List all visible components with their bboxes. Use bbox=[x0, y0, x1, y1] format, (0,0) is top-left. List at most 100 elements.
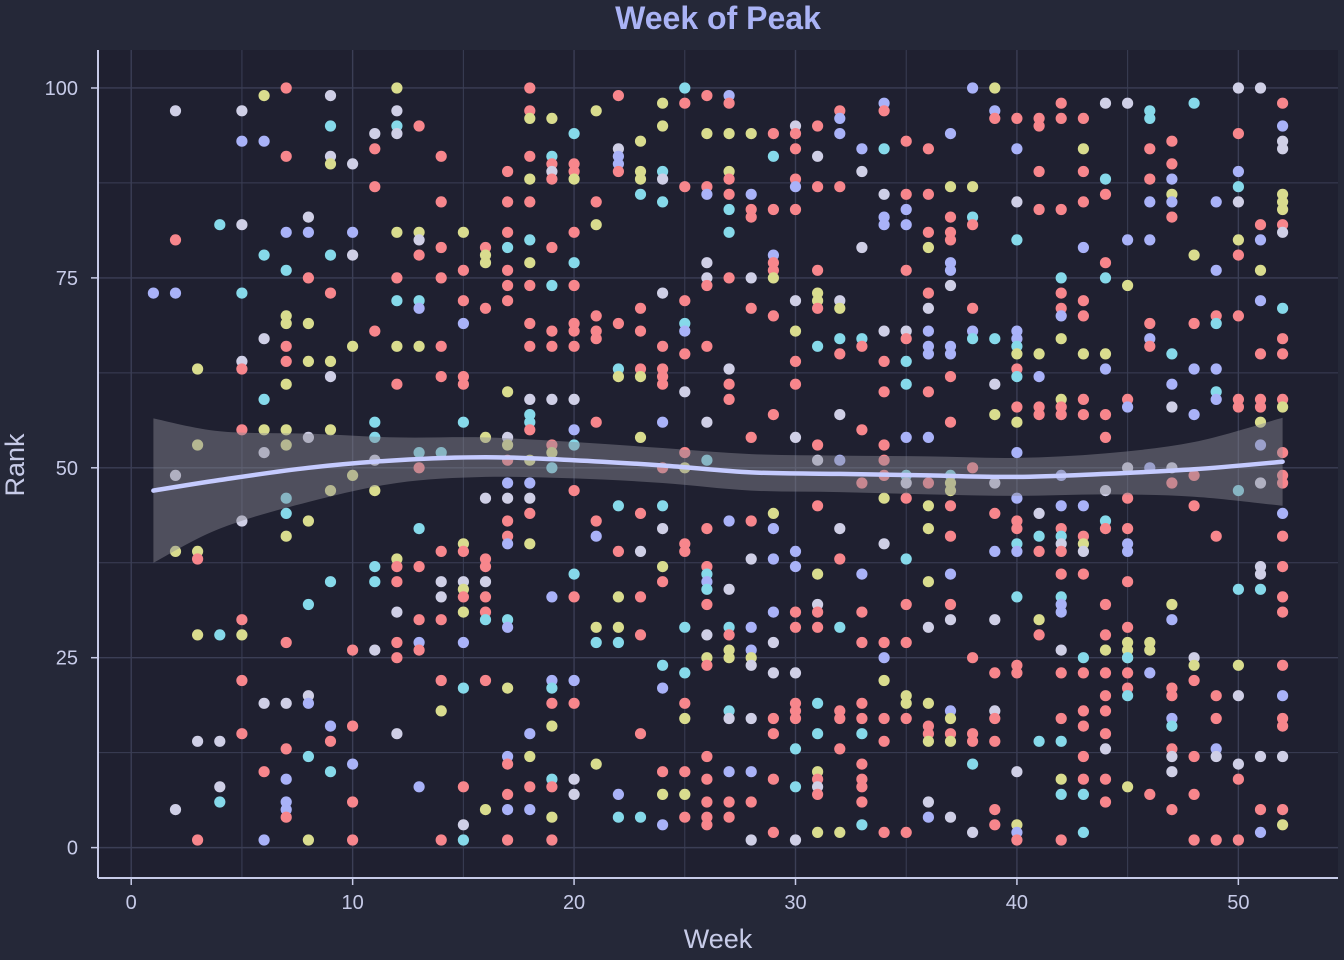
data-point bbox=[1077, 545, 1089, 558]
data-point bbox=[900, 826, 912, 839]
data-point bbox=[1055, 97, 1067, 109]
data-point bbox=[767, 728, 780, 740]
data-point bbox=[1232, 690, 1244, 702]
data-point bbox=[568, 340, 580, 352]
data-point bbox=[280, 355, 292, 367]
data-point bbox=[900, 477, 912, 489]
data-point bbox=[546, 462, 558, 474]
data-point bbox=[524, 317, 536, 330]
data-point bbox=[192, 735, 204, 747]
data-point bbox=[989, 804, 1001, 816]
data-point bbox=[634, 173, 647, 185]
data-point bbox=[900, 333, 912, 345]
data-point bbox=[169, 234, 182, 246]
data-point bbox=[435, 834, 447, 846]
data-point bbox=[524, 781, 536, 793]
data-point bbox=[347, 758, 359, 770]
data-point bbox=[922, 523, 935, 535]
data-point bbox=[258, 447, 270, 459]
data-point bbox=[944, 128, 957, 140]
data-point bbox=[1011, 667, 1023, 679]
data-point bbox=[878, 219, 890, 231]
data-point bbox=[1055, 545, 1067, 558]
data-point bbox=[236, 219, 248, 231]
data-point bbox=[1055, 606, 1067, 618]
data-point bbox=[1210, 712, 1222, 725]
data-point bbox=[878, 636, 890, 649]
data-point bbox=[1277, 447, 1289, 459]
data-point bbox=[745, 712, 757, 725]
data-point bbox=[502, 226, 514, 238]
data-point bbox=[258, 697, 270, 709]
data-point bbox=[435, 150, 447, 162]
data-point bbox=[1254, 82, 1267, 94]
data-point bbox=[834, 348, 846, 360]
data-point bbox=[1011, 401, 1023, 413]
data-point bbox=[834, 409, 846, 421]
data-point bbox=[502, 295, 514, 307]
data-point bbox=[812, 621, 824, 633]
x-tick-label: 40 bbox=[1006, 892, 1028, 914]
data-point bbox=[1099, 363, 1112, 375]
data-point bbox=[369, 143, 381, 155]
data-point bbox=[767, 523, 780, 535]
data-point bbox=[1099, 188, 1112, 200]
data-point bbox=[878, 735, 890, 747]
data-point bbox=[280, 317, 292, 330]
data-point bbox=[767, 773, 780, 785]
data-point bbox=[1144, 143, 1156, 155]
data-point bbox=[302, 697, 314, 709]
data-point bbox=[900, 135, 912, 147]
data-point bbox=[967, 82, 979, 94]
data-point bbox=[324, 355, 337, 367]
data-point bbox=[1232, 196, 1244, 208]
data-point bbox=[1254, 750, 1267, 763]
data-point bbox=[701, 90, 713, 102]
data-point bbox=[834, 112, 846, 124]
data-point bbox=[369, 128, 381, 140]
data-point bbox=[369, 561, 381, 573]
data-point bbox=[1077, 143, 1089, 155]
data-point bbox=[457, 416, 469, 428]
data-point bbox=[391, 128, 403, 140]
data-point bbox=[324, 766, 337, 778]
data-point bbox=[280, 264, 292, 276]
data-point bbox=[989, 667, 1001, 679]
data-point bbox=[767, 507, 780, 519]
data-point bbox=[1033, 507, 1045, 519]
data-point bbox=[856, 758, 868, 770]
data-point bbox=[989, 378, 1001, 390]
data-point bbox=[502, 621, 514, 633]
data-point bbox=[1277, 750, 1289, 763]
data-point bbox=[723, 515, 735, 527]
data-point bbox=[546, 720, 558, 732]
data-point bbox=[324, 576, 337, 588]
data-point bbox=[856, 165, 868, 178]
confidence-band bbox=[153, 417, 1283, 563]
data-point bbox=[391, 226, 403, 238]
data-point bbox=[878, 538, 890, 550]
data-point bbox=[967, 826, 979, 839]
data-point bbox=[1011, 348, 1023, 360]
data-point bbox=[812, 568, 824, 580]
data-point bbox=[789, 431, 802, 443]
data-point bbox=[435, 545, 447, 558]
data-point bbox=[413, 614, 425, 626]
data-point bbox=[723, 173, 735, 185]
data-point bbox=[324, 485, 337, 497]
data-point bbox=[169, 287, 182, 299]
data-point bbox=[1033, 545, 1045, 558]
data-point bbox=[324, 120, 337, 132]
data-point bbox=[568, 591, 580, 603]
data-point bbox=[1166, 750, 1178, 763]
data-point bbox=[789, 743, 802, 755]
data-point bbox=[1254, 477, 1267, 489]
data-point bbox=[546, 279, 558, 292]
data-point bbox=[524, 538, 536, 550]
data-point bbox=[612, 545, 625, 558]
data-point bbox=[546, 811, 558, 823]
data-point bbox=[1232, 773, 1244, 785]
data-point bbox=[302, 834, 314, 846]
data-point bbox=[922, 188, 935, 200]
